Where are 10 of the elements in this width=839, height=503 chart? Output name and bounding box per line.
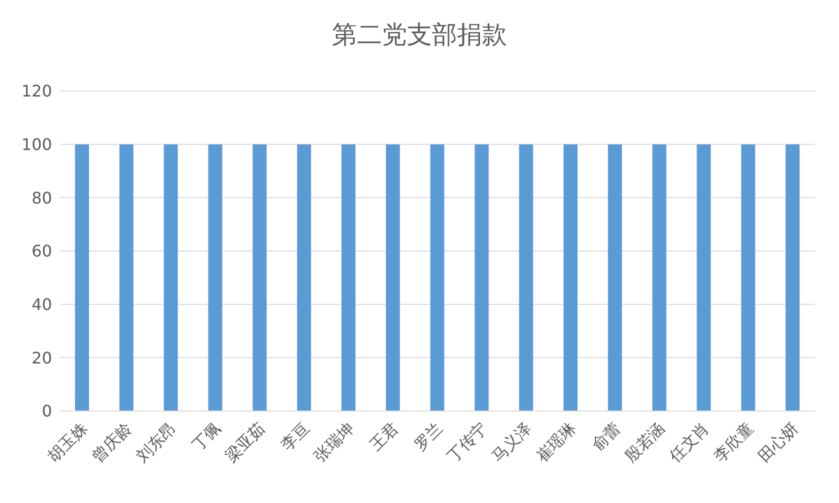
x-tick-label: 俞蕾 [588,418,624,454]
chart-title: 第二党支部捐款 [331,19,508,51]
y-tick-label: 80 [32,188,52,208]
y-tick-label: 20 [32,348,52,368]
x-tick-label: 王君 [366,418,402,454]
y-tick-label: 0 [42,402,52,421]
y-tick-label: 100 [21,135,52,154]
y-tick-label: 60 [32,242,52,261]
y-tick-label: 40 [32,295,52,314]
y-tick-label: 120 [21,82,52,101]
